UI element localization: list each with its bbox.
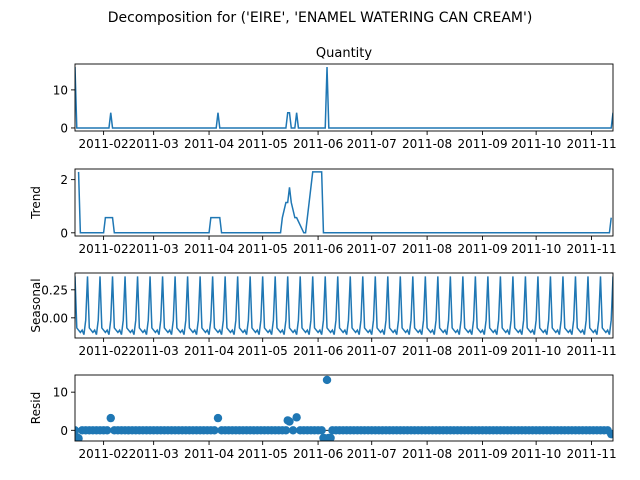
x-tick-label: 2011-04 (184, 137, 234, 151)
x-tick-label: 2011-09 (457, 447, 507, 461)
panel-trend: Trend 0 2 2011-02 2011-03 2011-04 2011-05 2011-… (29, 168, 617, 256)
x-tick-label: 2011-08 (402, 242, 452, 256)
x-tick-label: 2011-05 (238, 137, 288, 151)
y-tick-label: 0 (60, 226, 68, 240)
panel-frame (74, 374, 614, 442)
panel-ylabel: Trend (29, 186, 43, 220)
x-tick-label: 2011-10 (511, 137, 561, 151)
x-tick-label: 2011-06 (293, 447, 343, 461)
x-tick-label: 2011-07 (347, 137, 397, 151)
panel-observed: Quantity 0 10 2011-02 2011-03 2011-04 2011-05 2… (53, 46, 617, 151)
x-tick-label: 2011-11 (566, 344, 616, 358)
x-tick-label: 2011-09 (457, 242, 507, 256)
resid-point (322, 375, 332, 385)
y-tick-label: 0 (60, 121, 68, 135)
panel-ylabel: Seasonal (29, 278, 43, 332)
x-tick-label: 2011-03 (129, 447, 179, 461)
x-tick-label: 2011-07 (347, 344, 397, 358)
resid-point (288, 426, 298, 435)
x-tick-label: 2011-11 (566, 447, 616, 461)
x-tick-label: 2011-09 (457, 137, 507, 151)
panel-frame (74, 63, 614, 132)
figure-title: Decomposition for ('EIRE', 'ENAMEL WATER… (108, 10, 533, 26)
y-tick-label: 0 (60, 424, 68, 438)
plot-area (75, 276, 613, 335)
y-tick-label: 10 (53, 83, 68, 97)
panel-subtitle: Quantity (316, 46, 372, 61)
resid-point (213, 413, 223, 423)
x-tick-label: 2011-04 (184, 447, 234, 461)
x-tick-label: 2011-04 (184, 344, 234, 358)
y-tick-label: 10 (53, 386, 68, 400)
x-tick-label: 2011-10 (511, 242, 561, 256)
resid-point (607, 429, 613, 439)
x-tick-label: 2011-11 (566, 137, 616, 151)
resid-point (106, 413, 115, 423)
x-tick-label: 2011-03 (129, 242, 179, 256)
series-line (77, 171, 612, 234)
panel-frame (74, 272, 614, 339)
x-tick-label: 2011-06 (293, 137, 343, 151)
resid-point (285, 417, 294, 426)
x-tick-label: 2011-07 (347, 447, 397, 461)
x-tick-label: 2011-04 (184, 242, 234, 256)
panel-resid: Resid 0 10 2011-02 2011-03 2011-04 2011-05 2011… (29, 374, 617, 461)
series-line (75, 67, 613, 129)
x-tick-label: 2011-05 (238, 242, 288, 256)
plot-area (75, 375, 613, 441)
series-line (75, 276, 613, 335)
x-tick-label: 2011-03 (129, 137, 179, 151)
x-tick-label: 2011-05 (238, 344, 288, 358)
resid-point (102, 426, 112, 435)
x-tick-label: 2011-06 (293, 242, 343, 256)
resid-point (292, 413, 301, 422)
resid-point (317, 426, 326, 435)
x-tick-label: 2011-10 (511, 344, 561, 358)
plot-area (75, 67, 613, 129)
x-tick-label: 2011-02 (79, 242, 129, 256)
y-tick-label: 0.00 (41, 311, 68, 325)
panel-frame (74, 168, 614, 237)
plot-area (77, 171, 612, 234)
x-tick-label: 2011-11 (566, 242, 616, 256)
resid-point (281, 426, 291, 435)
x-tick-label: 2011-06 (293, 344, 343, 358)
x-tick-label: 2011-02 (79, 344, 129, 358)
x-tick-label: 2011-05 (238, 447, 288, 461)
y-tick-label: 0.25 (41, 283, 68, 297)
resid-point (326, 433, 335, 441)
x-tick-label: 2011-08 (402, 447, 452, 461)
x-tick-label: 2011-02 (79, 447, 129, 461)
x-tick-label: 2011-10 (511, 447, 561, 461)
x-tick-label: 2011-03 (129, 344, 179, 358)
resid-point (75, 434, 83, 441)
x-tick-label: 2011-08 (402, 344, 452, 358)
resid-point (210, 426, 219, 435)
resid-point (75, 426, 80, 435)
x-tick-label: 2011-08 (402, 137, 452, 151)
y-tick-label: 2 (60, 173, 68, 187)
x-tick-label: 2011-09 (457, 344, 507, 358)
x-tick-label: 2011-02 (79, 137, 129, 151)
panel-ylabel: Resid (29, 392, 43, 424)
x-tick-label: 2011-07 (347, 242, 397, 256)
